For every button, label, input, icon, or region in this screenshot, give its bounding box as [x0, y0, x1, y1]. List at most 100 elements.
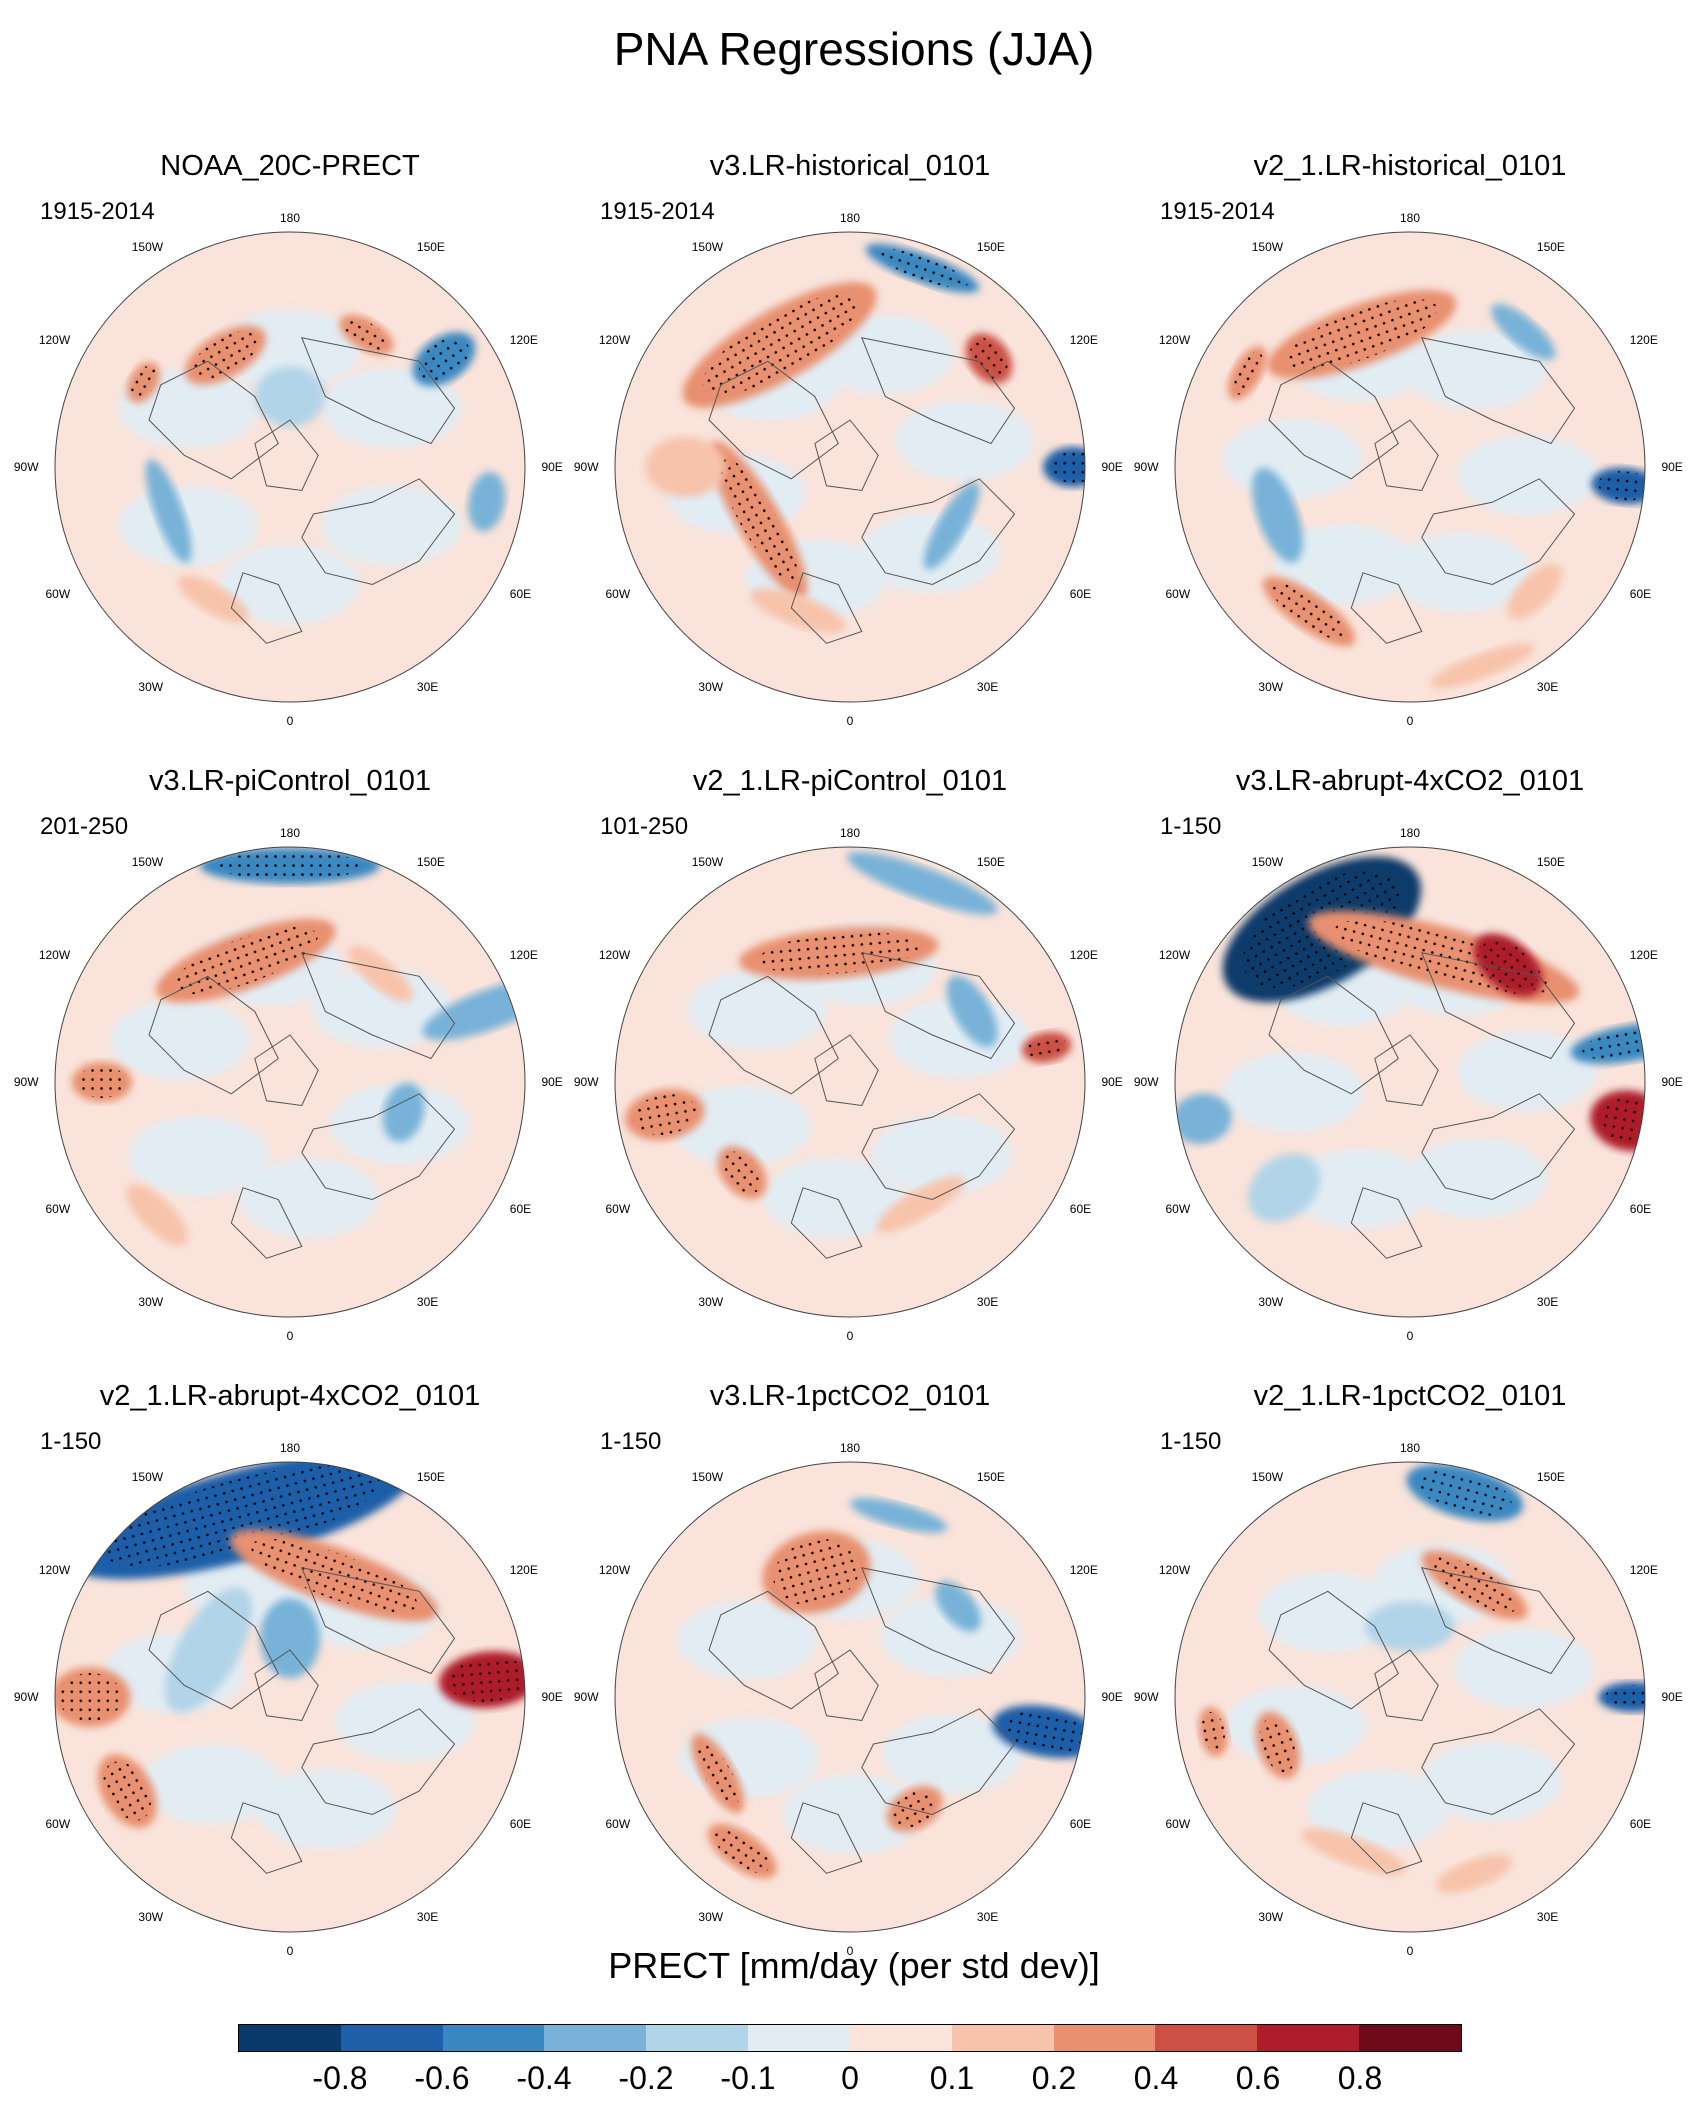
colorbar-segment	[544, 2025, 647, 2051]
coastline	[1421, 478, 1576, 586]
anomaly-region	[1405, 329, 1546, 410]
longitude-label: 60W	[46, 1817, 71, 1831]
map-panel: v3.LR-piControl_0101 201-250 180 150E 120E 90…	[10, 765, 570, 1365]
map-background	[55, 232, 525, 702]
map-panel: v2_1.LR-historical_0101 1915-2014 180 150E 1…	[1130, 150, 1690, 750]
panel-title: v3.LR-1pctCO2_0101	[709, 1380, 991, 1412]
anomaly-region	[1301, 1828, 1406, 1875]
longitude-label: 90E	[1661, 460, 1682, 474]
longitude-label: 90E	[1101, 460, 1122, 474]
longitude-label: 30W	[138, 1295, 163, 1309]
coastline	[860, 1567, 1016, 1675]
polar-map: 180 150E 120E 90E 60E 30E 0 30W 60W 90W 120W 150W	[1134, 211, 1683, 728]
longitude-label: 150W	[132, 240, 164, 254]
longitude-label: 30E	[417, 680, 438, 694]
longitude-label: 180	[840, 211, 860, 225]
longitude-label: 90E	[541, 1075, 562, 1089]
colorbar-tick-label: -0.8	[312, 2060, 368, 2096]
longitude-label: 180	[280, 211, 300, 225]
longitude-label: 180	[280, 826, 300, 840]
anomaly-region	[1175, 1093, 1232, 1144]
longitude-label: 0	[1407, 1944, 1414, 1958]
longitude-label: 30W	[698, 1295, 723, 1309]
anomaly-region	[128, 1115, 269, 1196]
map-background	[615, 847, 1085, 1317]
significance-stippling	[101, 1464, 381, 1567]
longitude-label: 180	[280, 1441, 300, 1455]
longitude-label: 120W	[1159, 1563, 1191, 1577]
anomaly-region	[1290, 1148, 1431, 1229]
longitude-label: 180	[1400, 1441, 1420, 1455]
coastline	[861, 1708, 1016, 1816]
significance-stippling	[103, 1761, 151, 1821]
longitude-label: 120W	[39, 948, 71, 962]
polar-map: 180 150E 120E 90E 60E 30E 0 30W 60W 90W 120W 150W	[14, 211, 563, 728]
significance-stippling	[1259, 1718, 1296, 1773]
anomaly-region	[782, 1774, 923, 1855]
longitude-label: 120W	[599, 948, 631, 962]
longitude-label: 0	[287, 1329, 294, 1343]
longitude-label: 90W	[1134, 1690, 1159, 1704]
significance-stippling	[877, 248, 968, 288]
anomaly-region	[1247, 1153, 1321, 1223]
anomaly-region	[671, 1086, 812, 1167]
significance-stippling	[1605, 1685, 1645, 1709]
longitude-label: 60E	[510, 1202, 531, 1216]
longitude-label: 30E	[977, 1295, 998, 1309]
colorbar-segment	[646, 2025, 749, 2051]
longitude-label: 120W	[1159, 333, 1191, 347]
longitude-label: 150E	[417, 855, 445, 869]
colorbar-segment	[748, 2025, 850, 2051]
significance-stippling	[892, 1790, 937, 1828]
longitude-label: 0	[847, 1944, 854, 1958]
anomaly-region	[1491, 304, 1556, 360]
longitude-label: 30E	[977, 1910, 998, 1924]
anomaly-region	[110, 999, 251, 1080]
coastline	[1350, 1187, 1423, 1259]
anomaly-region	[220, 544, 360, 625]
longitude-label: 30W	[1258, 1910, 1283, 1924]
longitude-label: 30W	[1258, 680, 1283, 694]
colorbar-tick-label: -0.4	[516, 2060, 572, 2096]
anomaly-region	[935, 1581, 981, 1632]
longitude-label: 60E	[1070, 1202, 1091, 1216]
anomaly-region	[321, 368, 462, 449]
panel-title: v2_1.LR-historical_0101	[1253, 150, 1567, 182]
anomaly-region	[882, 1713, 1023, 1794]
anomaly-region	[256, 1768, 397, 1849]
longitude-label: 60E	[510, 1817, 531, 1831]
longitude-label: 180	[1400, 211, 1420, 225]
coastline	[1374, 1034, 1439, 1107]
colorbar-segment	[951, 2025, 1054, 2051]
significance-stippling	[130, 366, 157, 399]
longitude-label: 30W	[698, 1910, 723, 1924]
anomaly-region	[1430, 643, 1535, 688]
polar-map: 180 150E 120E 90E 60E 30E 0 30W 60W 90W 120W 150W	[574, 211, 1123, 728]
longitude-label: 150E	[1537, 1470, 1565, 1484]
coastline	[301, 478, 456, 586]
panel-period: 201-250	[40, 813, 129, 840]
longitude-label: 60W	[606, 1817, 631, 1831]
longitude-label: 120E	[510, 948, 538, 962]
longitude-label: 90E	[1661, 1075, 1682, 1089]
anomaly-region	[872, 1114, 1013, 1195]
colorbar-segment	[239, 2025, 341, 2051]
coastline	[1420, 337, 1576, 445]
anomaly-region	[145, 459, 192, 564]
coastline	[790, 1802, 863, 1874]
coastline	[254, 1649, 319, 1722]
coastline	[230, 1187, 303, 1259]
anomaly-region	[1222, 418, 1363, 499]
longitude-label: 30W	[698, 680, 723, 694]
significance-stippling	[1598, 471, 1645, 501]
coastline	[814, 1034, 879, 1107]
anomaly-region	[1391, 532, 1532, 613]
longitude-label: 30E	[417, 1910, 438, 1924]
longitude-label: 90W	[574, 1690, 599, 1704]
longitude-label: 90W	[1134, 460, 1159, 474]
longitude-label: 60W	[606, 587, 631, 601]
longitude-label: 120E	[1630, 1563, 1658, 1577]
coastline	[861, 478, 1016, 586]
anomaly-region	[1507, 564, 1562, 619]
panel-period: 1915-2014	[600, 198, 715, 225]
